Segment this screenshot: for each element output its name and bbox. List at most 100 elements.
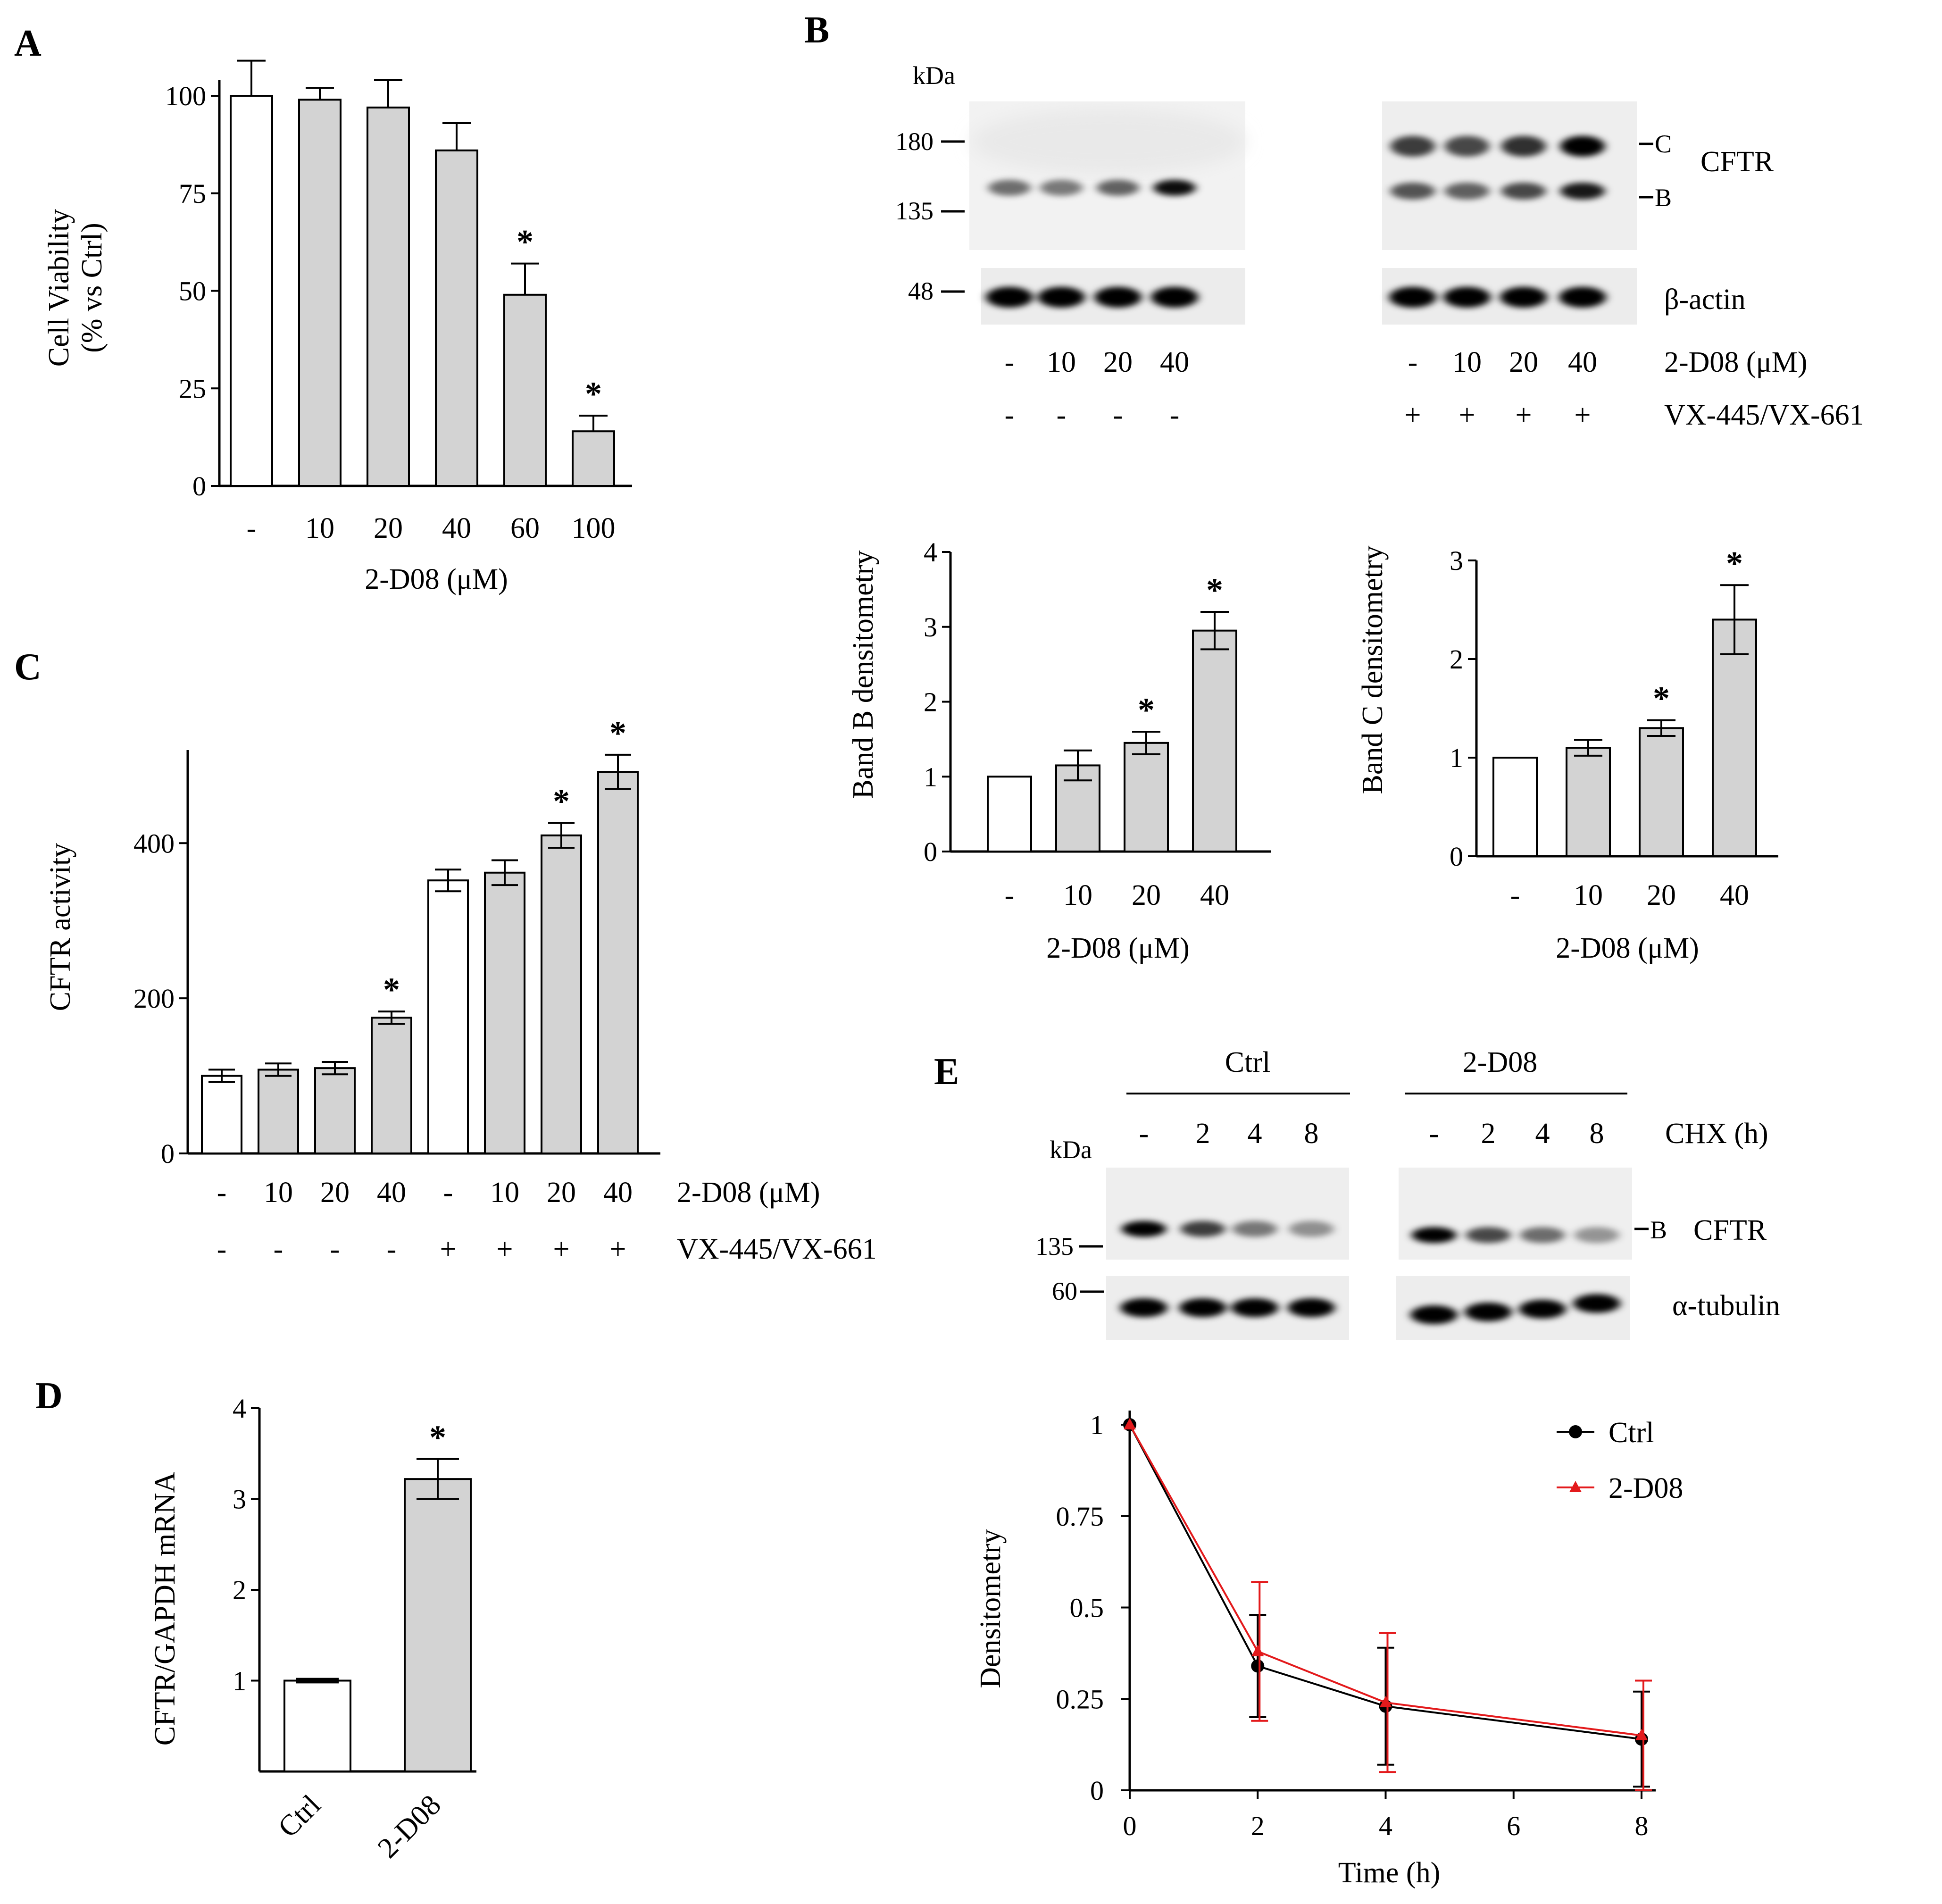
chart-a-ytick-label: 25 [179, 373, 206, 404]
chart-e-legend: Ctrl 2-D08 [1557, 1417, 1683, 1504]
chart-b-band-c-category-label: - [1510, 879, 1520, 911]
chart-c-bar [371, 1017, 412, 1154]
blot-actin-band [1389, 287, 1436, 308]
chart-a-category-label: 40 [442, 512, 471, 544]
chart-e-series-line [1129, 1424, 1642, 1737]
blot-band-b [1574, 1227, 1619, 1243]
blot-band-b [1390, 183, 1435, 200]
chart-e-xtick-label: 8 [1635, 1811, 1649, 1841]
chart-a-category-label: 60 [510, 512, 540, 544]
blot-tubulin-band [1410, 1305, 1458, 1324]
blot-e-kda-label: kDa [1050, 1136, 1092, 1164]
blot-b-right-dose: - [1408, 346, 1418, 378]
chart-d-ytick-label: 2 [233, 1575, 246, 1605]
chart-a-ytick-label: 75 [179, 178, 206, 209]
chart-e-point [1251, 1645, 1264, 1656]
chart-a-ylabel-line1: Cell Viability [43, 209, 75, 367]
blot-b-right-dose: 40 [1568, 346, 1597, 378]
chart-e-legend-marker [1569, 1481, 1582, 1492]
chart-c-sig-asterisk: * [383, 971, 400, 1009]
blot-b-left-corrector: - [1170, 399, 1180, 431]
chart-c-bar [541, 834, 582, 1154]
chart-c-category-label: 20 [320, 1177, 350, 1209]
chart-c-bar [484, 871, 525, 1154]
blot-e-ctrl-tubulin [1106, 1276, 1349, 1340]
blot-tubulin-band [1231, 1298, 1278, 1317]
chart-b-band-b-category-label: 40 [1200, 879, 1229, 911]
blot-actin-band [1151, 287, 1198, 308]
blot-band-c [1560, 136, 1605, 157]
chart-b-band-b-bar [1192, 629, 1237, 852]
chart-c-ytick-label: 200 [133, 983, 175, 1014]
chart-a-category-label: 10 [305, 512, 334, 544]
blot-b-right-corrector: + [1405, 399, 1421, 431]
chart-c-corrector-label: + [497, 1233, 513, 1265]
panel-c: C 0 200 400 - 10 20 * 40 - 10 * 20 * 40 - - - - + + + + CFTR … [14, 646, 877, 1265]
panel-letter-a: A [14, 23, 42, 64]
blot-e-group-drug: 2-D08 [1463, 1046, 1537, 1078]
blot-e-marker-60: 60 [1052, 1277, 1077, 1305]
blot-e-ctrl-cftr [1106, 1168, 1349, 1260]
chart-a-bar [230, 95, 273, 487]
chart-c-category-label: - [443, 1177, 453, 1209]
chart-a-sig-asterisk: * [517, 223, 533, 261]
panel-letter-b: B [804, 9, 829, 51]
blot-b-left-actin [981, 268, 1245, 325]
chart-e-xtick-label: 0 [1123, 1811, 1137, 1841]
chart-a-ylabel-line2: (% vs Ctrl) [76, 223, 108, 353]
chart-c-corrector-label: - [387, 1233, 397, 1265]
chart-e-point [1124, 1418, 1136, 1429]
blot-b-drug-label: 2-D08 (μM) [1664, 346, 1808, 378]
chart-b-band-b-xlabel: 2-D08 (μM) [1046, 932, 1190, 964]
chart-e-legend-label: Ctrl [1609, 1417, 1654, 1449]
blot-b-right-actin [1382, 268, 1637, 325]
blot-tubulin-band [1573, 1294, 1620, 1313]
blot-b-protein-label: CFTR [1700, 146, 1774, 178]
chart-a-category-label: - [247, 512, 257, 544]
chart-c-corrector-label: - [274, 1233, 283, 1265]
chart-c-category-label: - [217, 1177, 227, 1209]
blot-b-marker-48: 48 [908, 277, 933, 305]
chart-b-band-b-bar [1124, 742, 1169, 852]
chart-e-point [1635, 1729, 1648, 1740]
panel-d: D 1 2 3 4 Ctrl * 2-D08 CFTR/GAPDH mRNA [35, 1375, 476, 1864]
chart-b-band-c-bar [1566, 747, 1611, 857]
chart-c-row1-label: 2-D08 (μM) [677, 1177, 820, 1209]
chart-b-band-b-ytick-label: 1 [924, 761, 937, 792]
blot-band-b [1121, 1221, 1167, 1237]
chart-b-band-b-category-label: 20 [1132, 879, 1161, 911]
blot-e-drug-chx: 2 [1481, 1118, 1496, 1150]
chart-b-band-c-sig-asterisk: * [1653, 680, 1670, 718]
chart-b-band-b-sig-asterisk: * [1206, 571, 1223, 609]
blot-e-ctrl-chx: - [1139, 1118, 1149, 1150]
chart-c-bar [201, 1075, 242, 1154]
blot-e-loading-label: α-tubulin [1672, 1290, 1780, 1322]
chart-d-bar [283, 1679, 351, 1772]
blot-b-left-corrector: - [1005, 399, 1015, 431]
chart-c-corrector-label: - [217, 1233, 227, 1265]
panel-letter-d: D [35, 1375, 63, 1417]
chart-e-xlabel: Time (h) [1338, 1857, 1440, 1889]
panel-letter-c: C [14, 646, 42, 688]
chart-d-category-label: 2-D08 [372, 1789, 447, 1864]
panel-a: A 0 25 50 75 100 - 10 20 40 * 60 * 100 Cell Viabilit… [14, 23, 632, 595]
chart-a-ytick-label: 0 [192, 471, 206, 501]
chart-d: 1 2 3 4 Ctrl * 2-D08 [233, 1393, 476, 1864]
chart-d-ylabel: CFTR/GAPDH mRNA [149, 1472, 181, 1746]
blot-band-b [1501, 183, 1546, 200]
blot-b-right-cftr [1382, 101, 1637, 250]
chart-a-sig-asterisk: * [585, 375, 602, 413]
chart-b-band-c-bar [1712, 618, 1757, 858]
blot-actin-band [1559, 287, 1606, 308]
chart-b-band-b-ytick-label: 4 [924, 537, 937, 568]
chart-b-band-c-ytick-label: 2 [1450, 644, 1463, 675]
blot-e-ctrl-chx: 4 [1248, 1118, 1262, 1150]
blot-b-band-b-label: B [1655, 184, 1672, 212]
blot-b-right-dose: 20 [1509, 346, 1538, 378]
blot-b-left-dose: 20 [1103, 346, 1133, 378]
chart-c-category-label: 40 [377, 1177, 406, 1209]
blot-band-c [1390, 136, 1435, 157]
chart-e-xtick-label: 2 [1251, 1811, 1265, 1841]
chart-a-ytick-label: 100 [165, 81, 206, 111]
chart-b-band-c-ytick-label: 1 [1450, 743, 1463, 773]
